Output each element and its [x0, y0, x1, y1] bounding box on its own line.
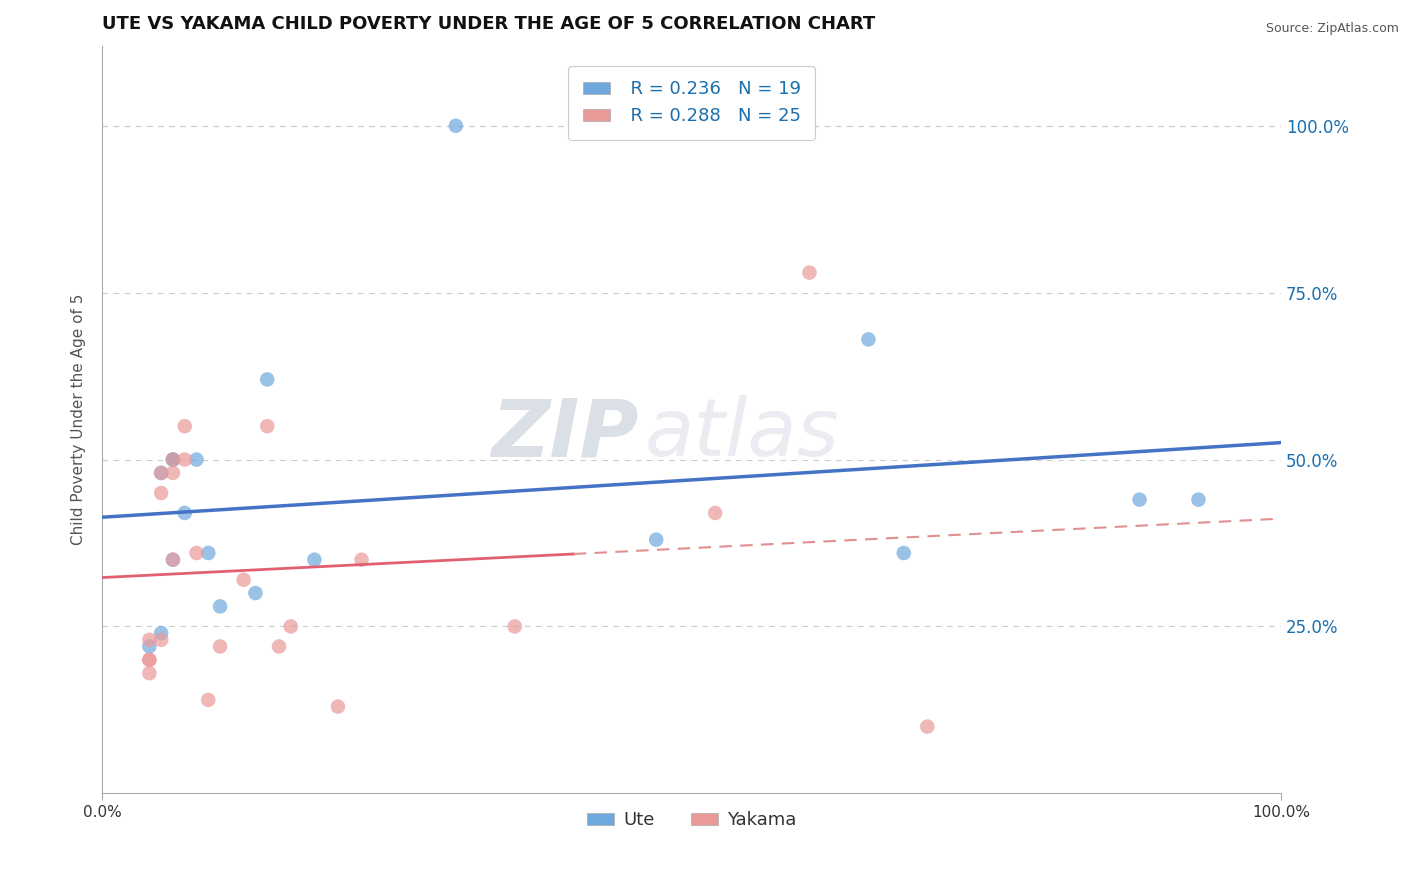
Point	[267, 640, 290, 654]
Point	[162, 452, 184, 467]
Point	[503, 619, 526, 633]
Point	[326, 699, 349, 714]
Point	[350, 552, 373, 566]
Point	[280, 619, 302, 633]
Point	[150, 466, 173, 480]
Point	[138, 653, 160, 667]
Point	[186, 546, 208, 560]
Point	[917, 720, 939, 734]
Point	[1187, 492, 1209, 507]
Point	[173, 419, 195, 434]
Point	[138, 632, 160, 647]
Text: ZIP: ZIP	[491, 395, 638, 474]
Point	[209, 640, 232, 654]
Point	[197, 693, 219, 707]
Point	[138, 640, 160, 654]
Text: atlas: atlas	[644, 395, 839, 474]
Point	[162, 466, 184, 480]
Point	[162, 552, 184, 566]
Point	[858, 332, 880, 346]
Point	[162, 452, 184, 467]
Point	[256, 419, 278, 434]
Text: Source: ZipAtlas.com: Source: ZipAtlas.com	[1265, 22, 1399, 36]
Point	[173, 452, 195, 467]
Text: UTE VS YAKAMA CHILD POVERTY UNDER THE AGE OF 5 CORRELATION CHART: UTE VS YAKAMA CHILD POVERTY UNDER THE AG…	[103, 15, 876, 33]
Point	[704, 506, 727, 520]
Point	[138, 666, 160, 681]
Point	[232, 573, 254, 587]
Point	[138, 653, 160, 667]
Point	[799, 266, 821, 280]
Point	[1128, 492, 1150, 507]
Point	[162, 552, 184, 566]
Y-axis label: Child Poverty Under the Age of 5: Child Poverty Under the Age of 5	[72, 293, 86, 545]
Point	[186, 452, 208, 467]
Point	[150, 626, 173, 640]
Point	[197, 546, 219, 560]
Point	[150, 466, 173, 480]
Point	[304, 552, 326, 566]
Point	[893, 546, 915, 560]
Point	[173, 506, 195, 520]
Point	[162, 452, 184, 467]
Legend: Ute, Yakama: Ute, Yakama	[579, 805, 803, 837]
Point	[150, 632, 173, 647]
Point	[245, 586, 267, 600]
Point	[150, 486, 173, 500]
Point	[645, 533, 668, 547]
Point	[444, 119, 467, 133]
Point	[256, 372, 278, 386]
Point	[209, 599, 232, 614]
